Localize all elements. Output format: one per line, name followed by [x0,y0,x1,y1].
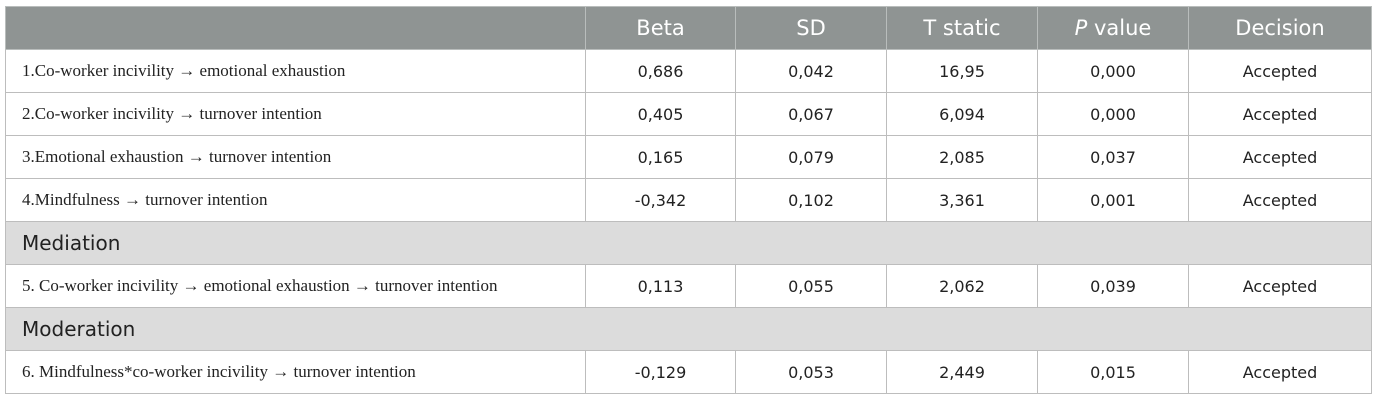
table-header: Beta SD T static P value Decision [5,6,1372,50]
row-sd: 0,055 [735,264,887,308]
row-path-label: 3.Emotional exhaustion → turnover intent… [5,135,586,179]
row-beta: -0,342 [585,178,736,222]
row-sd: 0,102 [735,178,887,222]
table-row: 5. Co-worker incivility → emotional exha… [5,264,1372,308]
section-row-mediation: Mediation [5,221,1372,265]
row-path-label: 2.Co-worker incivility → turnover intent… [5,92,586,136]
row-p-value: 0,039 [1037,264,1189,308]
table-row: 3.Emotional exhaustion → turnover intent… [5,135,1372,179]
header-t-static: T static [886,6,1038,50]
row-sd: 0,079 [735,135,887,179]
row-decision: Accepted [1188,178,1372,222]
row-path-label: 6. Mindfulness*co-worker incivility → tu… [5,350,586,394]
row-decision: Accepted [1188,92,1372,136]
results-table-container: Beta SD T static P value Decision 1.Co-w… [5,6,1372,394]
row-beta: 0,113 [585,264,736,308]
header-path [5,6,586,50]
row-path-label: 5. Co-worker incivility → emotional exha… [5,264,586,308]
section-title-moderation: Moderation [5,307,1372,351]
row-p-value: 0,000 [1037,92,1189,136]
table-row: 4.Mindfulness → turnover intention -0,34… [5,178,1372,222]
row-p-value: 0,000 [1037,49,1189,93]
row-p-value: 0,037 [1037,135,1189,179]
row-p-value: 0,015 [1037,350,1189,394]
row-sd: 0,067 [735,92,887,136]
table-body: 1.Co-worker incivility → emotional exhau… [5,49,1372,394]
row-p-value: 0,001 [1037,178,1189,222]
row-sd: 0,042 [735,49,887,93]
row-path-label: 4.Mindfulness → turnover intention [5,178,586,222]
header-beta: Beta [585,6,736,50]
table-row: 2.Co-worker incivility → turnover intent… [5,92,1372,136]
header-p-suffix: value [1087,16,1152,40]
row-path-label: 1.Co-worker incivility → emotional exhau… [5,49,586,93]
header-p-letter: P [1074,16,1088,40]
header-decision: Decision [1188,6,1372,50]
row-beta: 0,165 [585,135,736,179]
header-row: Beta SD T static P value Decision [5,6,1372,50]
table-row: 1.Co-worker incivility → emotional exhau… [5,49,1372,93]
row-decision: Accepted [1188,350,1372,394]
row-beta: 0,405 [585,92,736,136]
row-t-static: 6,094 [886,92,1038,136]
hypothesis-results-table: Beta SD T static P value Decision 1.Co-w… [5,6,1372,394]
table-row: 6. Mindfulness*co-worker incivility → tu… [5,350,1372,394]
row-t-static: 2,062 [886,264,1038,308]
section-row-moderation: Moderation [5,307,1372,351]
row-t-static: 2,085 [886,135,1038,179]
header-p-value: P value [1037,6,1189,50]
row-beta: -0,129 [585,350,736,394]
row-t-static: 3,361 [886,178,1038,222]
section-title-mediation: Mediation [5,221,1372,265]
row-sd: 0,053 [735,350,887,394]
header-sd: SD [735,6,887,50]
row-beta: 0,686 [585,49,736,93]
row-decision: Accepted [1188,264,1372,308]
row-decision: Accepted [1188,49,1372,93]
row-decision: Accepted [1188,135,1372,179]
row-t-static: 16,95 [886,49,1038,93]
row-t-static: 2,449 [886,350,1038,394]
